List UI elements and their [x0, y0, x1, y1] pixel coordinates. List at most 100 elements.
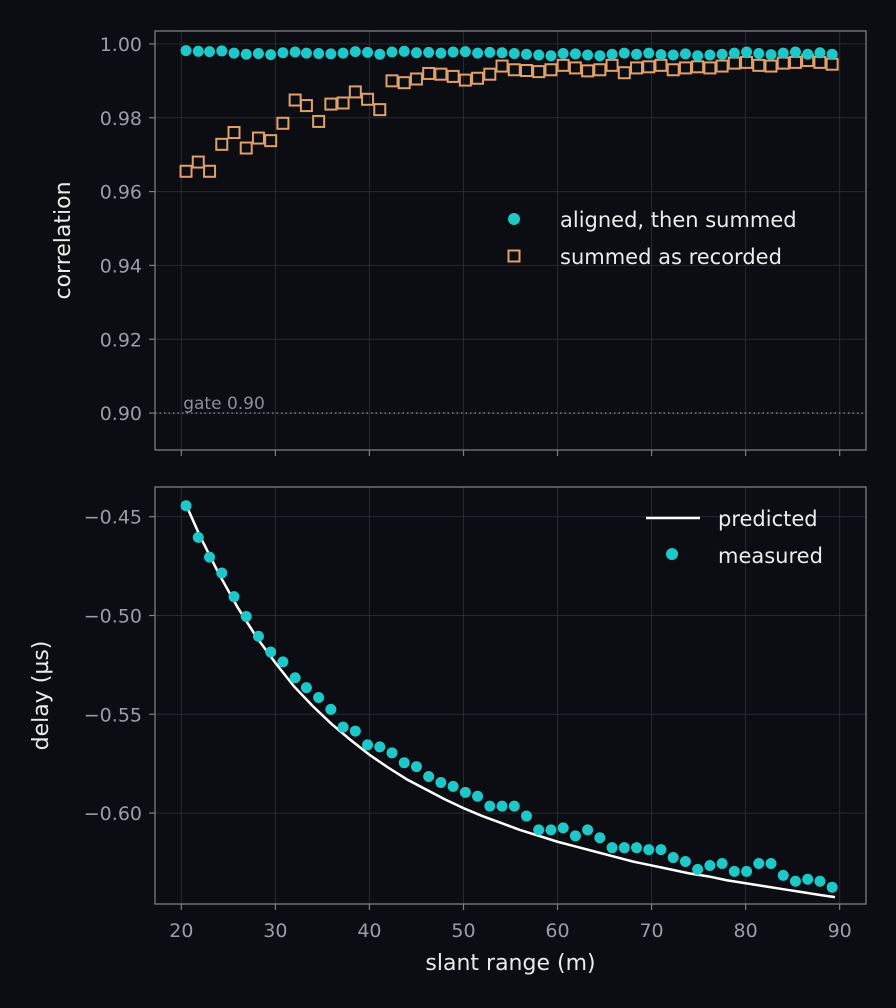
recorded-point: [630, 61, 644, 75]
aligned-point: [300, 47, 312, 59]
recorded-point: [544, 63, 558, 77]
recorded-point: [483, 67, 497, 81]
aligned-point: [679, 48, 691, 60]
aligned-point: [265, 49, 277, 61]
recorded-point: [397, 76, 411, 90]
legend-marker-measured: [666, 548, 678, 560]
measured-point: [349, 725, 361, 737]
measured-point: [728, 865, 740, 877]
measured-point: [180, 500, 192, 512]
measured-point: [692, 863, 704, 875]
correlation-axes-frame: [154, 30, 867, 451]
correlation-ticks: 0.90 0.92 0.94 0.96 0.98 1.00: [100, 34, 841, 456]
aligned-point: [716, 48, 728, 60]
recorded-point: [556, 58, 570, 72]
correlation-legend: aligned, then summed summed as recorded: [507, 208, 797, 269]
measured-point: [618, 842, 630, 854]
measured-point: [192, 531, 204, 543]
aligned-point: [240, 48, 252, 60]
legend-marker-recorded: [507, 249, 521, 263]
recorded-point: [299, 99, 313, 113]
aligned-point: [533, 49, 545, 61]
measured-point: [459, 786, 471, 798]
recorded-point: [179, 164, 193, 178]
aligned-point: [728, 47, 740, 59]
recorded-point: [239, 141, 253, 155]
measured-point: [337, 721, 349, 733]
recorded-point: [361, 92, 375, 106]
recorded-point: [532, 65, 546, 79]
aligned-point: [631, 48, 643, 60]
recorded-point: [373, 103, 387, 117]
measured-point: [423, 771, 435, 783]
recorded-point: [593, 63, 607, 77]
y-tick-label: 1.00: [100, 34, 142, 56]
recorded-point: [203, 164, 217, 178]
measured-point: [679, 856, 691, 868]
measured-point: [789, 875, 801, 887]
aligned-point: [484, 46, 496, 58]
measured-point: [606, 842, 618, 854]
recorded-point: [519, 64, 533, 78]
correlation-grid: [155, 31, 866, 450]
legend-label-measured: measured: [718, 544, 823, 568]
aligned-point: [216, 45, 228, 57]
x-tick-label: 50: [451, 920, 475, 942]
recorded-point: [691, 60, 705, 74]
aligned-point: [508, 48, 520, 60]
recorded-point: [215, 137, 229, 151]
recorded-point: [642, 60, 656, 74]
aligned-point: [741, 46, 753, 58]
aligned-point: [362, 46, 374, 58]
aligned-point: [289, 46, 301, 58]
recorded-point: [312, 114, 326, 128]
aligned-point: [252, 48, 264, 60]
aligned-point: [496, 47, 508, 59]
recorded-point: [715, 59, 729, 73]
correlation-y-axis-label: correlation: [51, 181, 76, 299]
recorded-point: [434, 67, 448, 81]
measured-point: [374, 741, 386, 753]
aligned-point: [313, 48, 325, 60]
x-tick-label: 30: [263, 920, 287, 942]
delay-series: [180, 500, 838, 899]
measured-point: [667, 852, 679, 864]
recorded-point: [385, 74, 399, 88]
measured-point: [826, 881, 838, 893]
measured-point: [716, 857, 728, 869]
y-tick-label: 0.96: [100, 182, 142, 204]
legend-marker-aligned: [508, 213, 520, 225]
measured-point: [753, 857, 765, 869]
aligned-point: [545, 50, 557, 62]
aligned-point: [826, 48, 838, 60]
measured-point: [204, 551, 216, 563]
delay-y-axis-label: delay (µs): [29, 641, 54, 751]
measured-point: [765, 857, 777, 869]
measured-point: [655, 844, 667, 856]
recorded-point: [409, 72, 423, 86]
measured-point: [216, 567, 228, 579]
aligned-point: [447, 46, 459, 58]
recorded-point: [617, 66, 631, 80]
aligned-point: [325, 48, 337, 60]
measured-point: [447, 780, 459, 792]
aligned-point: [582, 49, 594, 61]
measured-point: [265, 646, 277, 658]
recorded-point: [752, 58, 766, 72]
measured-point: [240, 610, 252, 622]
aligned-point: [472, 47, 484, 59]
y-tick-label: −0.55: [84, 704, 142, 726]
measured-point: [410, 761, 422, 773]
aligned-point: [520, 48, 532, 60]
recorded-point: [678, 61, 692, 75]
aligned-point: [753, 48, 765, 60]
delay-panel: 20 30 40 50 60 70 80 90 −0.60 −0.55 −0.50 −0.45 del…: [29, 486, 867, 976]
recorded-point: [336, 96, 350, 110]
recorded-point: [227, 126, 241, 140]
x-tick-label: 80: [734, 920, 758, 942]
recorded-point: [666, 63, 680, 77]
aligned-point: [398, 45, 410, 57]
legend-label-recorded: summed as recorded: [560, 245, 782, 269]
recorded-point: [507, 63, 521, 77]
recorded-point: [422, 66, 436, 80]
